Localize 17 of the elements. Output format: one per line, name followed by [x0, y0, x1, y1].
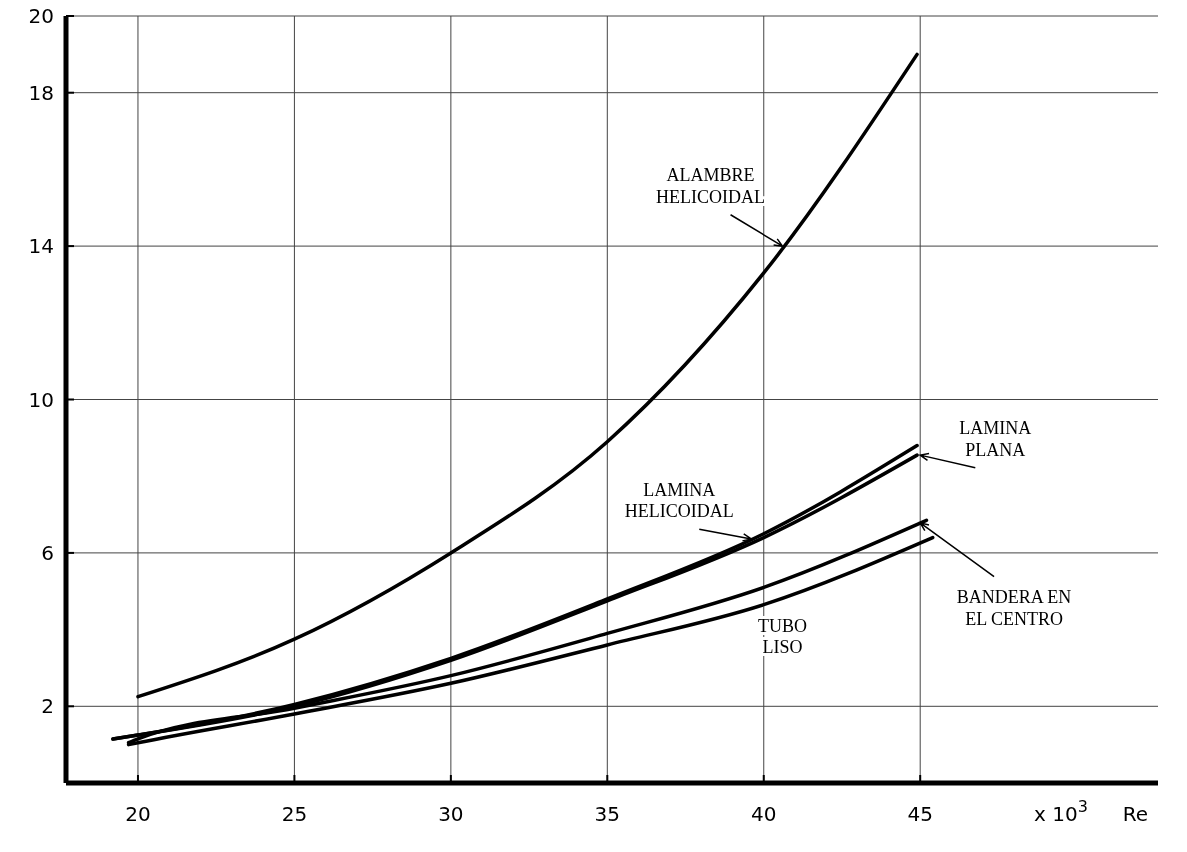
y-tick-label: 20 — [28, 4, 54, 28]
x-tick-label: 20 — [125, 802, 151, 826]
y-tick-label: 14 — [28, 234, 54, 259]
x-tick-label: 25 — [281, 802, 308, 826]
y-tick-label: 10 — [28, 387, 54, 412]
x-axis-title: Re — [1122, 802, 1148, 826]
x-tick-label: 40 — [751, 802, 777, 826]
y-tick-label: 2 — [41, 694, 54, 719]
series-label: LAMINA HELICOIDAL — [624, 479, 734, 522]
y-tick-label: 6 — [41, 540, 54, 565]
x-tick-label: 30 — [438, 802, 464, 826]
x-tick-label: 35 — [594, 802, 621, 826]
text: BANDERA EN EL CENTRO — [956, 586, 1072, 629]
x-tick-label: 45 — [907, 802, 933, 826]
y-tick-label: 18 — [28, 80, 54, 105]
text: LAMINA PLANA — [959, 418, 1032, 460]
text: x 10$^{3}$ — [1034, 796, 1088, 826]
